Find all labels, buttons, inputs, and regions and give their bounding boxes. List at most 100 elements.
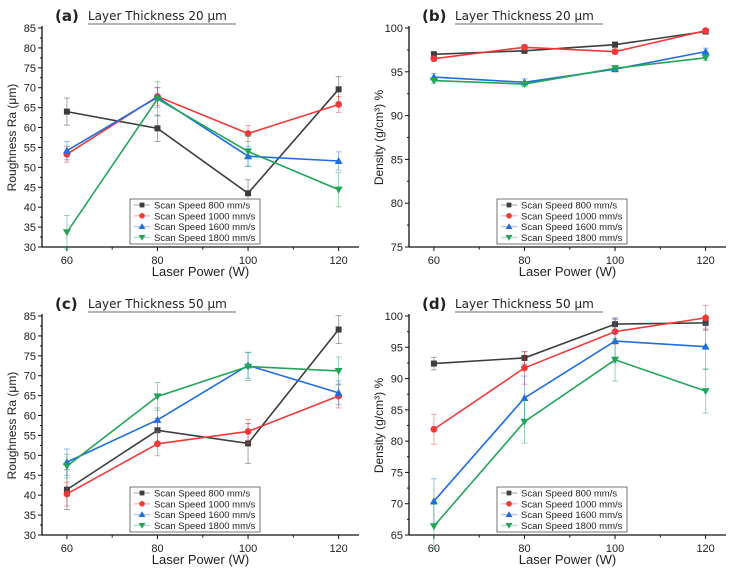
data-point [154, 427, 161, 434]
y-tick-label: 70 [24, 83, 36, 95]
data-point [611, 328, 619, 336]
data-point [244, 130, 252, 137]
series-line [66, 395, 339, 495]
data-point [429, 497, 438, 505]
legend-marker [139, 213, 145, 219]
data-point [334, 367, 343, 375]
series-line [433, 30, 706, 56]
legend-label: Scan Speed 1000 mm/s [154, 499, 256, 510]
legend-box [496, 486, 628, 533]
series-s1800 [62, 352, 343, 479]
x-axis-label: Laser Power (W) [152, 552, 250, 567]
legend-label: Scan Speed 800 mm/s [154, 489, 250, 500]
panel-letter: (b) [422, 7, 446, 25]
data-point [430, 55, 438, 63]
y-axis-label: Density (g/cm³) % [372, 89, 386, 185]
data-point [429, 523, 438, 531]
data-point [611, 337, 620, 345]
series-line [433, 29, 706, 60]
y-tick-label: 95 [391, 342, 403, 354]
data-point [244, 152, 253, 160]
y-tick-label: 65 [24, 103, 36, 115]
y-tick-label: 70 [391, 499, 403, 511]
series-s800 [63, 76, 342, 208]
legend-box [129, 486, 261, 533]
chart-svg: (c) Layer Thickness 50 μm 30 35 40 45 50 55 60 65… [5, 295, 359, 567]
x-tick-label: 60 [428, 543, 440, 555]
series-s1000 [430, 27, 710, 63]
x-tick-label: 60 [61, 543, 73, 555]
legend-label: Scan Speed 800 mm/s [521, 489, 617, 500]
data-point [429, 77, 438, 85]
y-tick-label: 90 [391, 111, 403, 123]
series-line [433, 340, 706, 502]
panel-title: Layer Thickness 20 μm [455, 9, 594, 23]
series-s800 [63, 315, 342, 511]
data-point [244, 148, 253, 156]
data-point [520, 81, 529, 89]
x-axis-label: Laser Power (W) [519, 552, 617, 567]
legend-marker [506, 501, 512, 507]
series-s1000 [430, 304, 710, 445]
legend-label: Scan Speed 1600 mm/s [521, 222, 623, 233]
data-point [612, 321, 619, 328]
panel-title: Layer Thickness 20 μm [88, 9, 227, 23]
x-tick-label: 120 [329, 543, 347, 555]
data-point [335, 86, 342, 93]
panel-title: Layer Thickness 50 μm [455, 297, 594, 311]
data-point [520, 393, 529, 401]
chart-svg: (b) Layer Thickness 20 μm 75 80 85 90 95 100 60 8… [372, 7, 726, 279]
y-tick-label: 60 [24, 123, 36, 135]
data-point [335, 101, 343, 108]
legend-label: Scan Speed 1800 mm/s [154, 233, 256, 244]
x-tick-label: 60 [61, 255, 73, 267]
legend-box [496, 198, 628, 245]
y-tick-label: 65 [24, 391, 36, 403]
data-point [154, 440, 161, 448]
data-point [611, 65, 620, 73]
legend-label: Scan Speed 1000 mm/s [521, 211, 623, 222]
data-point [334, 388, 343, 396]
y-tick-label: 90 [391, 374, 403, 386]
data-point [63, 108, 70, 115]
x-tick-label: 100 [606, 255, 624, 267]
data-point [244, 428, 252, 435]
legend-marker [505, 223, 513, 229]
y-tick-label: 75 [391, 467, 403, 479]
data-point [611, 48, 619, 56]
legend-marker [506, 202, 512, 208]
data-point [335, 326, 342, 333]
y-tick-label: 75 [24, 63, 36, 75]
x-tick-label: 100 [239, 543, 257, 555]
data-point [430, 360, 437, 367]
data-point [244, 363, 253, 371]
series-line [66, 97, 339, 233]
legend-label: Scan Speed 1600 mm/s [521, 510, 623, 521]
series-line [66, 364, 339, 463]
y-tick-label: 60 [24, 411, 36, 423]
series-s1800 [62, 81, 343, 250]
data-point [702, 27, 710, 35]
series-line [66, 95, 339, 155]
y-tick-label: 50 [24, 162, 36, 174]
y-tick-label: 85 [391, 405, 403, 417]
series-s1800 [429, 338, 710, 549]
y-tick-label: 35 [24, 510, 36, 522]
legend-marker [139, 202, 145, 208]
legend-label: Scan Speed 1800 mm/s [521, 233, 623, 244]
legend-marker [138, 511, 146, 517]
data-point [63, 490, 71, 498]
y-tick-label: 45 [24, 182, 36, 194]
x-axis-label: Laser Power (W) [519, 264, 617, 279]
y-tick-label: 55 [24, 430, 36, 442]
x-tick-label: 80 [518, 255, 530, 267]
legend-marker [505, 511, 513, 517]
panel-c: (c) Layer Thickness 50 μm 30 35 40 45 50 55 60 65… [0, 288, 367, 576]
y-axis-label: Density (g/cm³) % [372, 377, 386, 473]
y-tick-label: 75 [391, 242, 403, 254]
y-tick-label: 80 [391, 198, 403, 210]
data-point [63, 486, 70, 493]
legend-label: Scan Speed 800 mm/s [521, 201, 617, 212]
panel-a: (a) Layer Thickness 20 μm 30 35 40 45 50 55 60 65… [0, 0, 367, 288]
